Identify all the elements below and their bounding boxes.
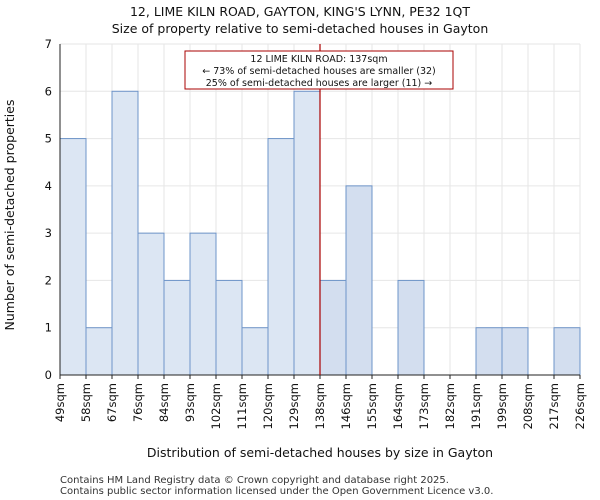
x-tick-label: 173sqm [417, 383, 431, 429]
x-tick-label: 191sqm [469, 383, 483, 429]
bar-76sqm [137, 232, 165, 376]
x-tick-label: 58sqm [79, 383, 93, 422]
y-tick-label: 6 [45, 84, 52, 98]
x-tick-label: 102sqm [209, 383, 223, 429]
bar-138sqm [319, 279, 347, 376]
bar-146sqm [345, 185, 373, 376]
x-tick-label: 84sqm [157, 383, 171, 422]
bar-217sqm [553, 327, 581, 376]
axes: 0 1 2 3 4 5 6 7 49sqm 58sqm 67sqm 76sqm 84sqm 93sqm 10… [45, 37, 587, 429]
annotation-box: 12 LIME KILN ROAD: 137sqm ← 73% of semi-… [184, 50, 454, 90]
annotation-line-3: 25% of semi-detached houses are larger (… [206, 78, 433, 89]
bar-164sqm [397, 279, 425, 376]
annotation-line-2: ← 73% of semi-detached houses are smalle… [202, 66, 436, 77]
y-axis-label: Number of semi-detached properties [2, 100, 17, 331]
bar-84sqm [163, 279, 191, 376]
bar-191sqm [475, 327, 503, 376]
x-tick-label: 120sqm [261, 383, 275, 429]
y-tick-label: 4 [45, 179, 52, 193]
chart-title: 12, LIME KILN ROAD, GAYTON, KING'S LYNN,… [130, 4, 470, 19]
y-tick-label: 3 [45, 226, 52, 240]
bar-58sqm [85, 327, 113, 376]
x-tick-label: 93sqm [183, 383, 197, 422]
annotation-line-1: 12 LIME KILN ROAD: 137sqm [250, 54, 387, 65]
bars [59, 90, 581, 376]
footer-line-1: Contains HM Land Registry data © Crown c… [60, 475, 449, 486]
x-tick-label: 146sqm [339, 383, 353, 429]
x-tick-label: 129sqm [287, 383, 301, 429]
x-tick-label: 76sqm [131, 383, 145, 422]
chart-subtitle: Size of property relative to semi-detach… [112, 21, 489, 36]
x-tick-label: 208sqm [521, 383, 535, 429]
x-tick-label: 138sqm [313, 383, 327, 429]
bar-49sqm [59, 138, 87, 376]
x-tick-label: 217sqm [547, 383, 561, 429]
x-axis-label: Distribution of semi-detached houses by … [147, 445, 493, 460]
bar-102sqm [215, 279, 243, 376]
footer-line-2: Contains public sector information licen… [60, 486, 493, 497]
bar-111sqm [241, 327, 269, 376]
y-tick-label: 1 [45, 321, 52, 335]
x-tick-label: 111sqm [235, 383, 249, 429]
bar-93sqm [189, 232, 217, 376]
y-tick-label: 0 [45, 368, 52, 382]
annotation-frame [184, 50, 454, 90]
y-tick-label: 2 [45, 273, 52, 287]
x-tick-label: 164sqm [391, 383, 405, 429]
y-tick-label: 5 [45, 132, 52, 146]
x-tick-label: 182sqm [443, 383, 457, 429]
x-tick-label: 155sqm [365, 383, 379, 429]
bar-129sqm [293, 90, 321, 376]
bar-199sqm [501, 327, 529, 376]
y-tick-label: 7 [45, 37, 52, 51]
bar-120sqm [267, 138, 295, 376]
bar-67sqm [111, 90, 139, 376]
x-tick-label: 226sqm [573, 383, 587, 429]
x-tick-label: 67sqm [105, 383, 119, 422]
x-tick-label: 49sqm [53, 383, 67, 422]
x-tick-label: 199sqm [495, 383, 509, 429]
